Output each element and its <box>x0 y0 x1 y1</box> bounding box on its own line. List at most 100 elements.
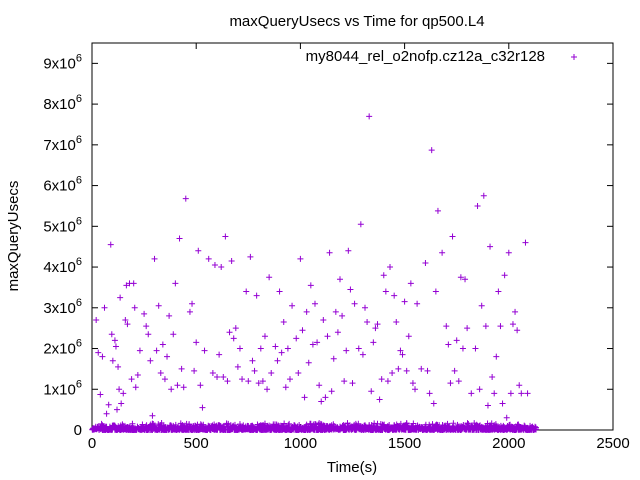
data-point <box>409 380 416 387</box>
data-point <box>484 402 491 409</box>
data-point <box>445 341 452 348</box>
data-point <box>387 264 394 271</box>
data-point <box>131 304 138 311</box>
data-point <box>497 323 504 330</box>
data-point <box>257 345 264 352</box>
data-point <box>122 317 129 324</box>
data-point <box>149 412 156 419</box>
data-point <box>509 321 516 328</box>
data-point <box>193 339 200 346</box>
dense-point <box>286 420 293 427</box>
data-point <box>311 300 318 307</box>
y-tick-label: 0 <box>74 422 82 439</box>
data-point <box>266 274 273 281</box>
y-tick-label: 8x106 <box>43 93 82 113</box>
data-point <box>505 249 512 256</box>
data-point <box>101 304 108 311</box>
data-point <box>274 357 281 364</box>
data-point <box>355 345 362 352</box>
data-point <box>295 369 302 376</box>
data-point <box>278 349 285 356</box>
data-point <box>512 308 519 315</box>
data-point <box>286 376 293 383</box>
data-point <box>459 345 466 352</box>
data-point <box>251 367 258 374</box>
data-point <box>345 247 352 254</box>
data-point <box>326 249 333 256</box>
data-point <box>414 300 421 307</box>
data-point <box>117 294 124 301</box>
data-point <box>374 321 381 328</box>
data-point <box>157 369 164 376</box>
data-point <box>228 257 235 264</box>
data-point <box>284 345 291 352</box>
dense-points-band <box>89 419 539 433</box>
data-point <box>447 380 454 387</box>
data-point <box>124 321 131 328</box>
data-point <box>261 333 268 340</box>
data-point <box>384 378 391 385</box>
data-point <box>143 323 150 330</box>
data-point <box>399 351 406 358</box>
data-point <box>105 401 112 408</box>
data-point <box>378 376 385 383</box>
data-point <box>412 386 419 393</box>
data-point <box>164 353 171 360</box>
data-point <box>224 378 231 385</box>
data-point <box>153 347 160 354</box>
data-point <box>518 390 525 397</box>
data-point <box>220 374 227 381</box>
y-tick-label: 5x106 <box>43 215 82 235</box>
legend: my8044_rel_o2nofp.cz12a_c32r128 <box>306 48 577 65</box>
data-point <box>334 329 341 336</box>
data-point <box>276 288 283 295</box>
dense-point <box>532 424 539 431</box>
chart-title: maxQueryUsecs vs Time for qp500.L4 <box>229 13 484 30</box>
data-point <box>464 325 471 332</box>
data-point <box>472 345 479 352</box>
data-point <box>182 195 189 202</box>
data-point <box>432 288 439 295</box>
data-point <box>264 386 271 393</box>
data-point <box>443 323 450 330</box>
data-point <box>243 288 250 295</box>
data-point <box>103 410 110 417</box>
data-point <box>457 274 464 281</box>
data-point <box>216 351 223 358</box>
y-tick-label: 7x106 <box>43 134 82 154</box>
data-point <box>218 264 225 271</box>
data-point <box>299 327 306 334</box>
data-point <box>186 308 193 315</box>
data-point <box>487 243 494 250</box>
dense-point <box>465 421 472 428</box>
data-point <box>480 192 487 199</box>
y-tick-exponent: 6 <box>76 378 82 390</box>
y-tick-label: 2x106 <box>43 338 82 358</box>
data-points <box>93 113 531 421</box>
data-point <box>147 357 154 364</box>
data-point <box>430 400 437 407</box>
x-tick-label: 2500 <box>596 435 629 452</box>
data-point <box>211 262 218 269</box>
data-point <box>391 292 398 299</box>
data-point <box>115 363 122 370</box>
y-tick-exponent: 6 <box>76 297 82 309</box>
data-point <box>301 394 308 401</box>
data-point <box>339 312 346 319</box>
data-point <box>376 396 383 403</box>
data-point <box>380 272 387 279</box>
data-point <box>199 404 206 411</box>
data-point <box>120 390 127 397</box>
data-point <box>155 302 162 309</box>
data-point <box>145 331 152 338</box>
data-point <box>239 376 246 383</box>
x-tick-label: 0 <box>88 435 96 452</box>
x-axis-label: Time(s) <box>327 459 377 476</box>
data-point <box>351 300 358 307</box>
data-point <box>397 347 404 354</box>
data-point <box>307 282 314 289</box>
y-tick-exponent: 6 <box>76 52 82 64</box>
data-point <box>236 345 243 352</box>
dense-point <box>111 422 118 429</box>
